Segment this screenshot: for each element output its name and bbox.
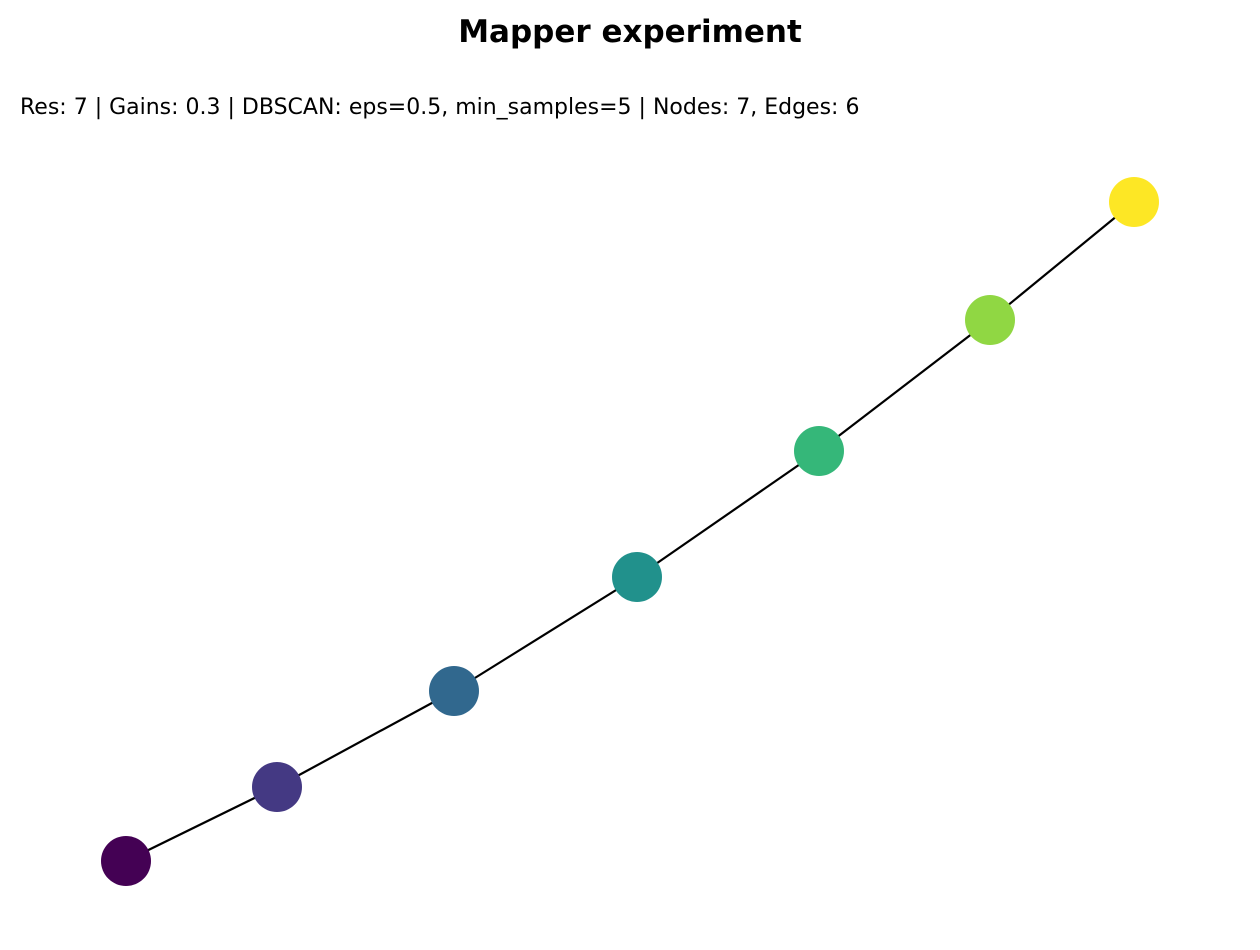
graph-node [965,295,1015,345]
nodes-layer [101,177,1159,886]
graph-node [429,666,479,716]
graph-node [101,836,151,886]
graph-edge [989,201,1135,321]
figure-subtitle: Res: 7 | Gains: 0.3 | DBSCAN: eps=0.5, m… [20,95,860,120]
graph-edge [125,786,278,862]
graph-edge [276,690,455,788]
graph-edge [818,319,991,452]
graph-node [252,762,302,812]
edges-layer [125,201,1135,862]
graph-edge [453,576,638,692]
graph-node [794,426,844,476]
graph-node [612,552,662,602]
graph-edge [636,450,820,578]
graph-node [1109,177,1159,227]
figure-title: Mapper experiment [458,14,802,50]
